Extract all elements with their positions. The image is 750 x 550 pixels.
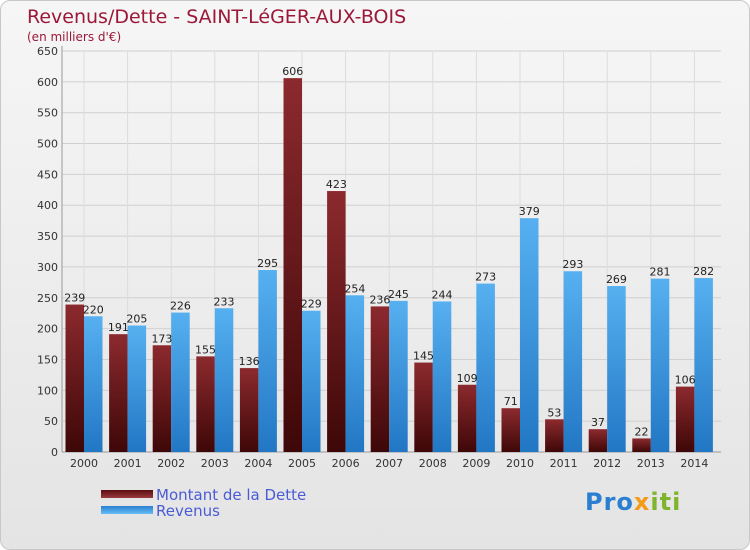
data-label-revenue: 293 — [562, 258, 583, 271]
bar-debt — [457, 384, 477, 452]
y-tick-label: 550 — [37, 107, 58, 120]
bar-debt — [196, 356, 215, 452]
y-tick-label: 100 — [37, 384, 58, 397]
bar-revenue — [214, 308, 234, 452]
legend-label-revenue: Revenus — [156, 502, 220, 520]
bar-debt — [327, 191, 346, 452]
data-label-debt: 71 — [504, 395, 518, 408]
bar-debt — [545, 419, 564, 452]
x-tick-label: 2010 — [506, 457, 534, 470]
proxiti-logo: Proxiti — [585, 488, 682, 516]
data-label-debt: 191 — [108, 321, 129, 334]
data-label-revenue: 379 — [519, 205, 540, 218]
x-tick-label: 2008 — [419, 457, 447, 470]
y-tick-label: 650 — [37, 45, 58, 58]
legend-swatch-debt — [101, 490, 153, 498]
data-label-debt: 606 — [282, 65, 303, 78]
x-tick-label: 2014 — [680, 457, 708, 470]
bar-debt — [588, 429, 608, 452]
data-label-debt: 136 — [239, 355, 260, 368]
data-label-debt: 236 — [369, 293, 390, 306]
bar-revenue — [171, 312, 190, 452]
bar-revenue — [258, 270, 277, 452]
bar-revenue — [650, 278, 670, 452]
data-label-debt: 106 — [675, 374, 696, 387]
x-tick-label: 2011 — [550, 457, 578, 470]
x-tick-label: 2013 — [637, 457, 665, 470]
legend-swatch-revenue — [101, 506, 153, 514]
data-label-revenue: 226 — [170, 300, 191, 313]
bar-debt — [414, 362, 433, 452]
bar-debt — [283, 78, 302, 452]
bar-debt — [152, 345, 172, 452]
x-tick-label: 2000 — [70, 457, 98, 470]
data-label-debt: 22 — [635, 425, 649, 438]
bar-revenue — [302, 310, 321, 452]
bar-revenue — [389, 300, 408, 452]
data-label-revenue: 281 — [650, 266, 671, 279]
data-label-revenue: 229 — [301, 298, 322, 311]
y-tick-label: 0 — [51, 446, 58, 459]
data-label-revenue: 244 — [432, 288, 453, 301]
bar-revenue — [432, 301, 452, 452]
bar-revenue — [694, 278, 713, 452]
bar-revenue — [84, 316, 103, 452]
y-tick-label: 350 — [37, 230, 58, 243]
legend-label-debt: Montant de la Dette — [156, 486, 307, 504]
chart-title: Revenus/Dette - SAINT-LéGER-AUX-BOIS — [27, 6, 407, 28]
bar-debt — [109, 334, 128, 452]
bar-debt — [370, 306, 390, 452]
x-tick-label: 2006 — [332, 457, 360, 470]
data-label-debt: 37 — [591, 416, 605, 429]
x-tick-label: 2004 — [244, 457, 272, 470]
data-label-debt: 173 — [151, 332, 172, 345]
bar-debt — [675, 386, 695, 452]
data-label-revenue: 220 — [83, 303, 104, 316]
chart-subtitle: (en milliers d'€) — [27, 30, 122, 44]
y-tick-label: 200 — [37, 323, 58, 336]
x-tick-label: 2003 — [201, 457, 229, 470]
data-label-debt: 423 — [326, 178, 347, 191]
y-tick-label: 400 — [37, 199, 58, 212]
data-label-revenue: 269 — [606, 273, 627, 286]
data-label-debt: 109 — [457, 372, 478, 385]
data-label-revenue: 205 — [126, 313, 147, 326]
data-label-debt: 155 — [195, 343, 216, 356]
y-tick-label: 150 — [37, 353, 58, 366]
bar-debt — [65, 304, 84, 452]
x-tick-label: 2012 — [593, 457, 621, 470]
bar-debt — [632, 438, 651, 452]
bar-revenue — [345, 295, 365, 452]
x-tick-label: 2005 — [288, 457, 316, 470]
data-label-revenue: 273 — [475, 271, 496, 284]
y-tick-label: 250 — [37, 292, 58, 305]
bar-revenue — [607, 286, 626, 452]
data-label-revenue: 282 — [693, 265, 714, 278]
data-label-debt: 145 — [413, 350, 434, 363]
y-tick-label: 300 — [37, 261, 58, 274]
data-label-debt: 239 — [64, 292, 85, 305]
data-label-revenue: 295 — [257, 257, 278, 270]
bar-revenue — [520, 218, 539, 452]
bar-debt — [501, 408, 520, 452]
y-tick-label: 500 — [37, 138, 58, 151]
x-tick-label: 2001 — [114, 457, 142, 470]
x-tick-label: 2007 — [375, 457, 403, 470]
y-tick-label: 600 — [37, 76, 58, 89]
data-label-revenue: 254 — [344, 282, 365, 295]
bar-revenue — [563, 271, 583, 452]
bar-revenue — [127, 325, 147, 452]
data-label-debt: 53 — [547, 406, 561, 419]
data-label-revenue: 245 — [388, 288, 409, 301]
x-tick-label: 2002 — [157, 457, 185, 470]
x-tick-label: 2009 — [462, 457, 490, 470]
bar-debt — [239, 368, 259, 452]
y-tick-label: 450 — [37, 168, 58, 181]
y-tick-label: 50 — [44, 415, 58, 428]
bar-revenue — [476, 283, 495, 452]
data-label-revenue: 233 — [214, 295, 235, 308]
